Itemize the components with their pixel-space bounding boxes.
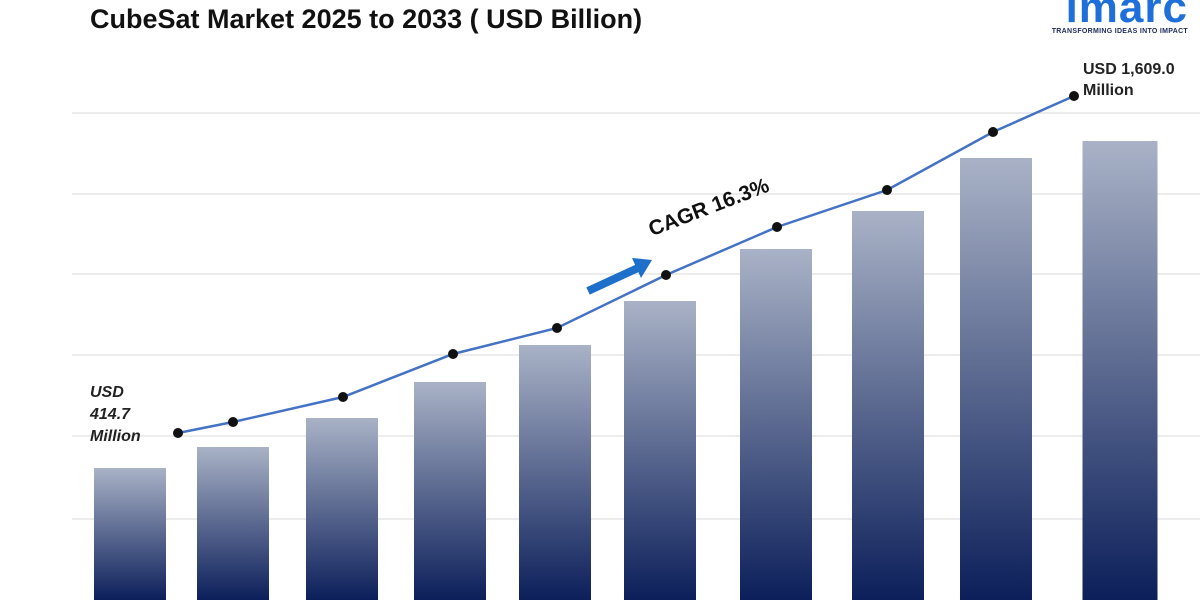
end-value-label: USD 1,609.0 Million bbox=[1083, 59, 1175, 101]
end-label-value: USD 1,609.0 bbox=[1083, 61, 1175, 78]
start-label-value: 414.7 bbox=[90, 406, 131, 423]
arrow-head bbox=[632, 258, 652, 278]
bar-2029 bbox=[519, 345, 591, 600]
start-value-label: USD 414.7 Million bbox=[90, 382, 141, 448]
trend-point-5 bbox=[661, 270, 671, 280]
trend-polyline bbox=[177, 94, 1075, 435]
trend-point-2 bbox=[338, 392, 348, 402]
chart-title: CubeSat Market 2025 to 2033 ( USD Billio… bbox=[90, 4, 643, 34]
end-label-unit: Million bbox=[1083, 82, 1134, 99]
imarc-logo: imarc TRANSFORMING IDEAS INTO IMPACT bbox=[1010, 0, 1200, 40]
bar-2032 bbox=[852, 211, 924, 600]
start-label-currency: USD bbox=[90, 384, 124, 401]
logo-tagline: TRANSFORMING IDEAS INTO IMPACT bbox=[1051, 28, 1188, 35]
trend-point-1 bbox=[228, 417, 238, 427]
start-label-unit: Million bbox=[90, 428, 141, 445]
trend-point-4 bbox=[552, 323, 562, 333]
cagr-arrow bbox=[586, 258, 652, 295]
trend-point-6 bbox=[772, 222, 782, 232]
trend-point-9 bbox=[1069, 91, 1079, 101]
trend-point-8 bbox=[988, 127, 998, 137]
bar-2028 bbox=[414, 382, 486, 600]
bar-2027 bbox=[306, 418, 378, 600]
bar-2031 bbox=[740, 249, 812, 600]
bar-2026 bbox=[197, 447, 269, 600]
bar-extra bbox=[960, 158, 1032, 600]
trend-point-7 bbox=[882, 185, 892, 195]
bar-2033 bbox=[1082, 141, 1158, 600]
trend-point-0 bbox=[173, 428, 183, 438]
trend-line bbox=[173, 91, 1079, 438]
trend-point-3 bbox=[448, 349, 458, 359]
arrow-shaft bbox=[586, 263, 642, 295]
bar-2030 bbox=[624, 301, 696, 600]
bar-2025 bbox=[94, 468, 166, 600]
bars bbox=[94, 141, 1158, 600]
logo-wordmark: imarc bbox=[1065, 0, 1188, 32]
